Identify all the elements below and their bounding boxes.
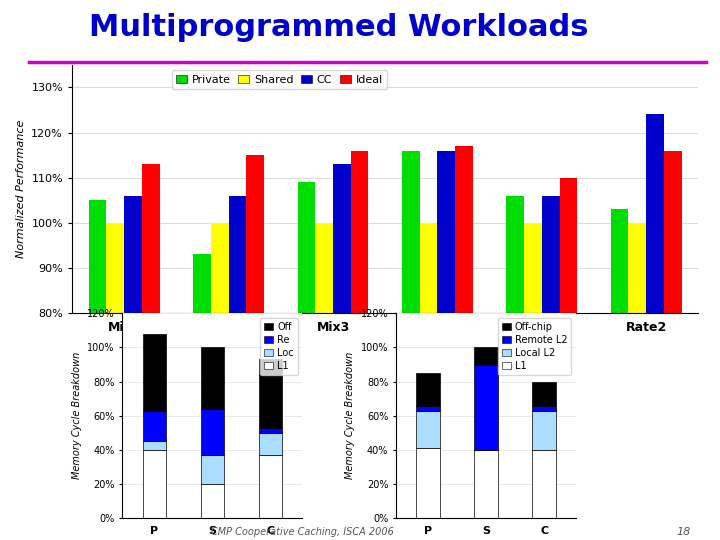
Bar [533,450,556,518]
Bar [259,455,282,518]
Y-axis label: Memory Cycle Breakdown: Memory Cycle Breakdown [71,352,81,480]
Bar [333,164,351,540]
Text: Multiprogrammed Workloads: Multiprogrammed Workloads [89,13,588,42]
Bar [297,182,315,540]
Bar [416,373,439,406]
Bar [420,223,438,540]
Bar [201,409,224,455]
Bar [107,223,124,540]
Text: 18: 18 [677,527,691,537]
Bar [259,360,282,428]
Legend: Off, Re, Loc, L1: Off, Re, Loc, L1 [261,318,297,375]
Bar [228,196,246,540]
Bar [402,151,420,540]
Y-axis label: Normalized Performance: Normalized Performance [16,120,26,258]
Bar [142,164,160,540]
Bar [143,334,166,410]
Bar [124,196,142,540]
Bar [533,406,556,410]
Bar [533,382,556,406]
Bar [143,450,166,518]
Bar [474,364,498,450]
Bar [143,442,166,450]
Bar [201,484,224,518]
Bar [647,114,664,540]
Bar [611,210,629,540]
Bar [246,155,264,540]
Bar [259,433,282,455]
Bar [416,410,439,448]
Bar [201,455,224,484]
Bar [438,151,455,540]
Bar [474,450,498,518]
Bar [541,196,559,540]
Bar [664,151,682,540]
Bar [259,428,282,433]
Y-axis label: Memory Cycle Breakdown: Memory Cycle Breakdown [345,352,355,480]
Legend: Private, Shared, CC, Ideal: Private, Shared, CC, Ideal [171,70,387,89]
Bar [193,254,211,540]
Bar [416,406,439,410]
Bar [474,347,498,365]
Text: CMP Cooperative Caching, ISCA 2006: CMP Cooperative Caching, ISCA 2006 [211,527,394,537]
Bar [559,178,577,540]
Bar [416,448,439,518]
Bar [455,146,473,540]
Bar [506,196,524,540]
Bar [89,200,107,540]
Bar [201,347,224,409]
Legend: Off-chip, Remote L2, Local L2, L1: Off-chip, Remote L2, Local L2, L1 [498,318,571,375]
Bar [533,410,556,450]
Bar [143,410,166,442]
Bar [315,223,333,540]
Bar [351,151,369,540]
Bar [211,223,228,540]
Bar [629,223,647,540]
Bar [524,223,541,540]
